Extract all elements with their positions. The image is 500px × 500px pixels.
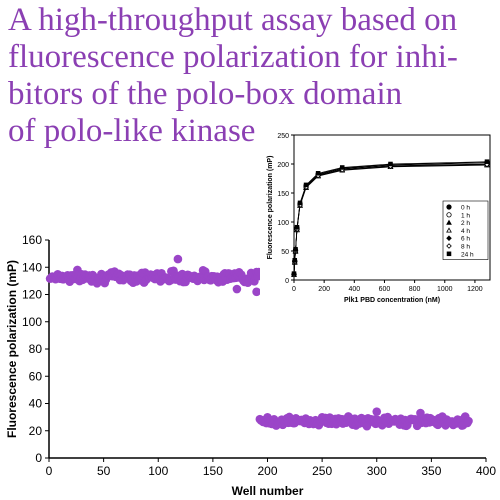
- y-tick-label: 20: [29, 424, 43, 438]
- legend-marker: [446, 243, 452, 249]
- x-tick-label: 150: [203, 464, 223, 478]
- data-point: [388, 161, 393, 167]
- y-tick-label: 120: [22, 288, 42, 302]
- legend-marker: [446, 251, 452, 257]
- y-tick-label: 200: [277, 162, 289, 169]
- x-tick-label: 1000: [437, 286, 453, 293]
- title-line: fluorescence polarization for inhi-: [8, 39, 458, 75]
- legend-label: 0 h: [461, 205, 470, 212]
- x-tick-label: 400: [476, 464, 496, 478]
- y-tick-label: 150: [277, 191, 289, 198]
- x-tick-label: 100: [148, 464, 168, 478]
- data-point: [315, 171, 321, 176]
- y-tick-label: 160: [22, 233, 42, 247]
- page-title: A high-throughput assay based on fluores…: [8, 2, 488, 150]
- legend-marker: [446, 204, 452, 210]
- y-axis-label: Fluorescence polarization (mP): [267, 156, 274, 260]
- x-tick-label: 200: [318, 286, 330, 293]
- y-tick-label: 140: [22, 260, 42, 274]
- data-point: [464, 416, 473, 426]
- y-tick-label: 60: [29, 369, 43, 383]
- title-line: A high-throughput assay based on: [8, 2, 458, 38]
- y-tick-label: 0: [35, 451, 42, 465]
- data-point: [416, 408, 425, 418]
- y-tick-label: 100: [22, 315, 42, 329]
- legend-label: 24 h: [461, 251, 474, 258]
- data-point: [293, 246, 298, 252]
- data-point: [291, 271, 297, 276]
- data-point: [297, 200, 303, 206]
- y-tick-label: 250: [277, 133, 289, 140]
- legend-label: 6 h: [461, 236, 470, 243]
- x-tick-label: 250: [312, 464, 332, 478]
- y-tick-label: 100: [277, 220, 289, 227]
- x-axis-label: Plk1 PBD concentration (nM): [344, 297, 440, 304]
- data-point: [252, 287, 261, 297]
- data-point: [339, 165, 345, 170]
- x-tick-label: 0: [46, 464, 53, 478]
- x-tick-label: 200: [257, 464, 277, 478]
- data-point: [173, 254, 183, 264]
- title-line: bitors of the polo-box domain: [8, 76, 403, 112]
- x-tick-label: 1200: [467, 286, 483, 293]
- y-axis-label: Fluorescence polarization (mP): [5, 260, 19, 438]
- data-point: [372, 407, 382, 416]
- x-tick-label: 350: [421, 464, 441, 478]
- legend-box: [442, 200, 489, 260]
- y-tick-label: 0: [285, 278, 289, 285]
- legend-label: 8 h: [461, 244, 470, 251]
- data-point: [294, 224, 300, 230]
- legend-label: 2 h: [461, 220, 470, 227]
- legend-marker: [446, 235, 452, 241]
- legend-marker: [446, 227, 452, 233]
- legend-marker: [446, 212, 452, 218]
- data-point: [232, 284, 242, 294]
- x-tick-label: 300: [367, 464, 387, 478]
- x-tick-label: 400: [348, 286, 360, 293]
- data-point: [292, 258, 298, 263]
- legend-label: 4 h: [461, 228, 470, 235]
- title-line: of polo-like kinase: [8, 113, 256, 149]
- x-tick-label: 50: [97, 464, 111, 478]
- y-tick-label: 50: [281, 249, 289, 256]
- x-tick-label: 800: [409, 286, 421, 293]
- series-line: [293, 161, 488, 274]
- x-tick-label: 600: [379, 286, 391, 293]
- data-point: [303, 182, 309, 188]
- data-point: [484, 159, 490, 164]
- inset-plot-frame: [293, 134, 491, 281]
- legend-label: 1 h: [461, 212, 470, 219]
- legend: 0 h1 h2 h4 h6 h8 h24 h: [442, 200, 489, 260]
- y-tick-label: 40: [29, 397, 43, 411]
- x-tick-label: 0: [292, 286, 296, 293]
- legend-marker: [446, 219, 452, 225]
- series-24h: [291, 159, 490, 276]
- x-axis-label: Well number: [232, 484, 304, 498]
- y-tick-label: 80: [29, 342, 43, 356]
